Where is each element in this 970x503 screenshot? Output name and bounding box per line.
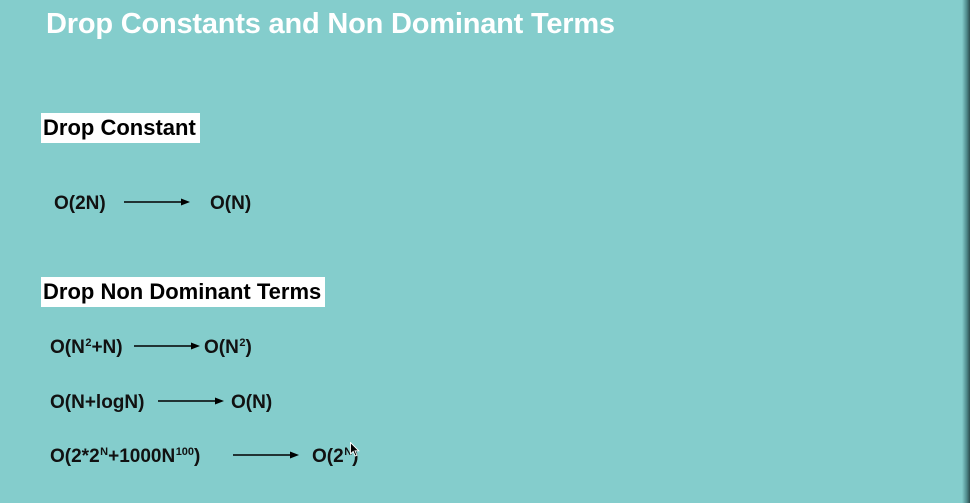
right-arrow-icon [158, 396, 224, 406]
exponent: 2 [85, 337, 92, 349]
expr-text: +1000N [108, 446, 176, 467]
exponent: N [344, 446, 353, 458]
rule-3-to-expression: O(N) [231, 393, 272, 412]
right-arrow-icon [124, 197, 190, 207]
slide-title: Drop Constants and Non Dominant Terms [46, 8, 615, 40]
expr-text: O(2*2 [50, 446, 100, 467]
expr-text: O(2N) [54, 193, 106, 214]
exponent: 100 [175, 446, 195, 458]
expr-text: ) [245, 337, 252, 358]
rule-2-from-expression: O(N2+N) [50, 337, 123, 358]
right-arrow-icon [134, 341, 200, 351]
expr-text: ) [352, 446, 359, 467]
expr-text: O(N) [210, 193, 252, 214]
expr-text: O(N [50, 337, 85, 358]
expr-text: O(2 [312, 446, 344, 467]
rule-4-from-expression: O(2*2N+1000N100) [50, 446, 201, 467]
rule-4-to-expression: O(2N) [312, 446, 359, 467]
section-heading-drop-constant: Drop Constant [41, 113, 200, 144]
rule-1-to-expression: O(N) [210, 194, 251, 213]
rule-2-to-expression: O(N2) [204, 337, 252, 358]
mouse-pointer-icon [350, 441, 360, 462]
exponent: 2 [239, 337, 246, 349]
expr-text: +N) [91, 337, 123, 358]
rule-3-from-expression: O(N+logN) [50, 393, 144, 412]
rule-1-from-expression: O(2N) [54, 194, 106, 213]
section-heading-drop-non-dominant-terms: Drop Non Dominant Terms [41, 277, 326, 308]
expr-text: O(N [204, 337, 239, 358]
expr-text: O(N+logN) [50, 392, 145, 413]
expr-text: ) [194, 446, 201, 467]
right-arrow-icon [233, 450, 299, 460]
window-edge-shadow [962, 0, 970, 503]
expr-text: O(N) [231, 392, 273, 413]
exponent: N [100, 446, 109, 458]
